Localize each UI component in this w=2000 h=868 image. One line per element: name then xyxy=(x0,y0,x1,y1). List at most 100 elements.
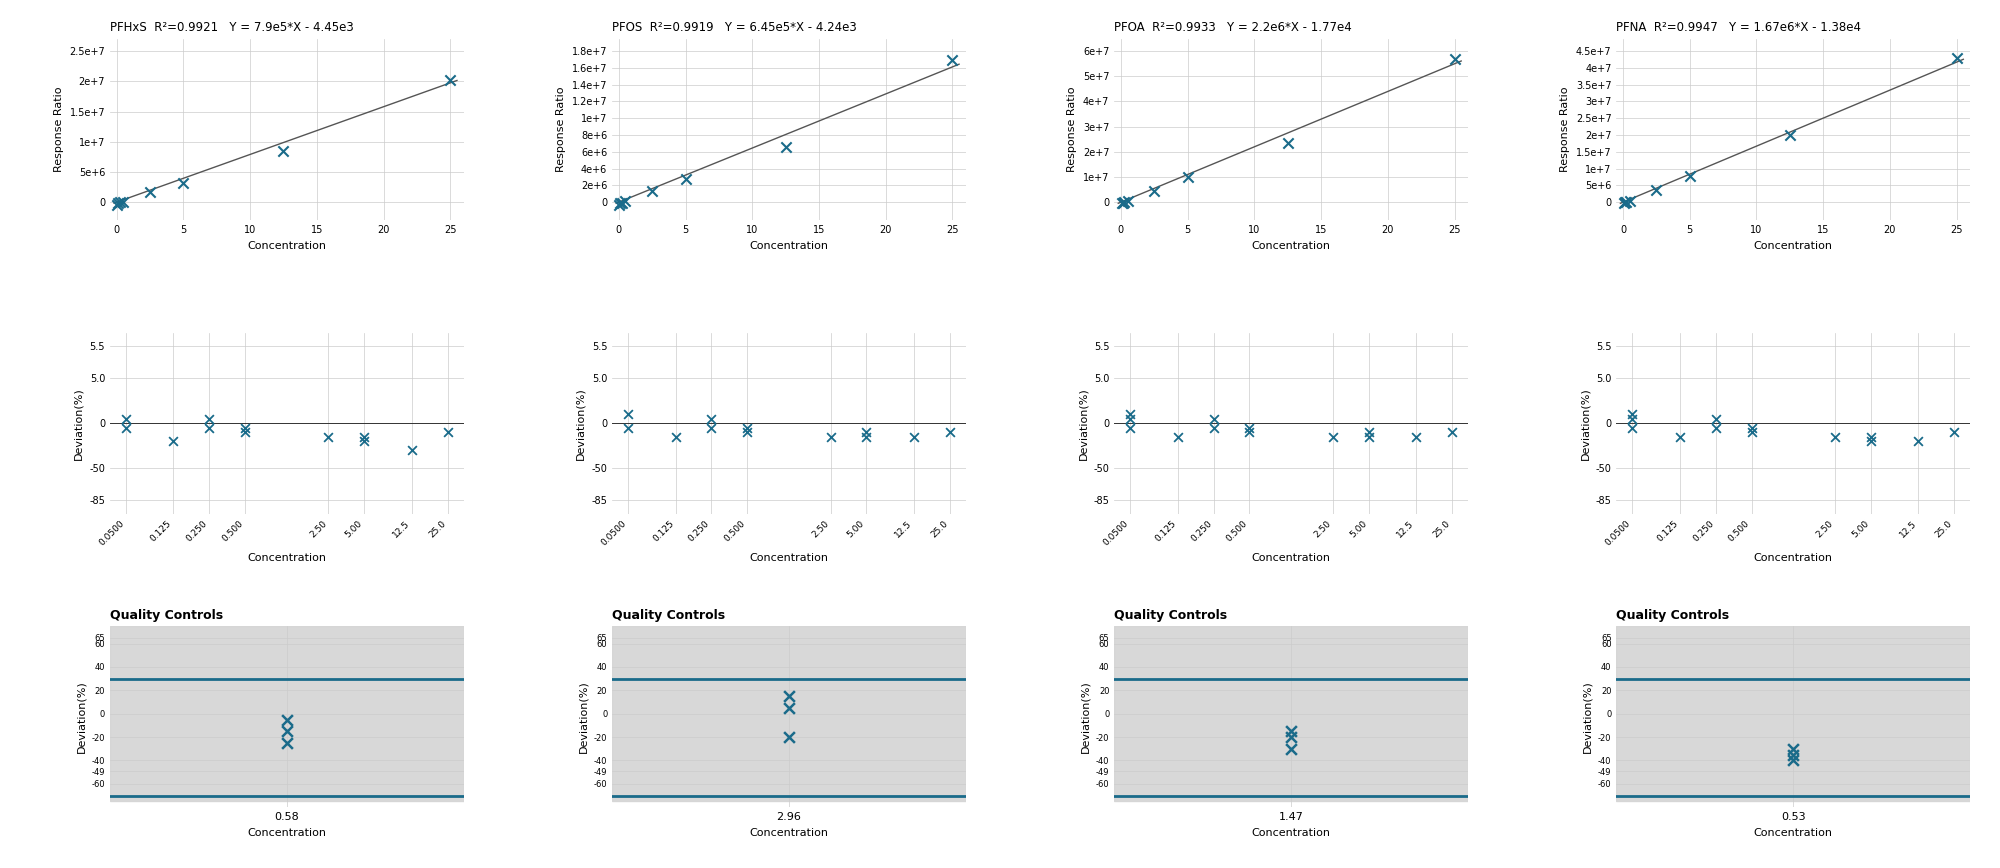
Text: Quality Controls: Quality Controls xyxy=(1616,609,1730,622)
Point xyxy=(1608,195,1640,209)
Text: Quality Controls: Quality Controls xyxy=(1114,609,1228,622)
Point xyxy=(1664,430,1696,444)
Point xyxy=(1854,434,1886,448)
Text: PFNA  R²=0.9947   Y = 1.67e6*X - 1.38e4: PFNA R²=0.9947 Y = 1.67e6*X - 1.38e4 xyxy=(1616,21,1862,34)
Point xyxy=(1854,430,1886,444)
Point xyxy=(270,713,302,727)
Text: PFOS  R²=0.9919   Y = 6.45e5*X - 4.24e3: PFOS R²=0.9919 Y = 6.45e5*X - 4.24e3 xyxy=(612,21,856,34)
Point xyxy=(1614,194,1646,208)
Point xyxy=(104,195,136,209)
Point xyxy=(1700,421,1732,435)
Y-axis label: Response Ratio: Response Ratio xyxy=(1068,87,1078,173)
Point xyxy=(696,411,728,425)
Point xyxy=(610,194,642,208)
Point xyxy=(158,434,190,448)
X-axis label: Concentration: Concentration xyxy=(1754,553,1832,562)
Point xyxy=(168,176,200,190)
Point xyxy=(1902,434,1934,448)
Point xyxy=(1352,425,1384,439)
Point xyxy=(102,198,134,212)
Point xyxy=(1674,169,1706,183)
Point xyxy=(1400,430,1432,444)
Text: Quality Controls: Quality Controls xyxy=(110,609,224,622)
Point xyxy=(434,73,466,87)
Point xyxy=(270,736,302,750)
Point xyxy=(110,421,142,435)
Point xyxy=(772,730,804,744)
Y-axis label: Deviation(%): Deviation(%) xyxy=(576,387,586,459)
Point xyxy=(1106,195,1138,209)
Point xyxy=(604,198,636,212)
Y-axis label: Response Ratio: Response Ratio xyxy=(54,87,64,173)
Point xyxy=(1778,742,1810,756)
Point xyxy=(850,430,882,444)
Point xyxy=(312,430,344,444)
Point xyxy=(660,430,692,444)
Point xyxy=(1198,411,1230,425)
Y-axis label: Deviation(%): Deviation(%) xyxy=(1080,681,1090,753)
Point xyxy=(1276,724,1308,738)
Point xyxy=(1616,411,1648,425)
X-axis label: Concentration: Concentration xyxy=(1252,240,1330,251)
Y-axis label: Deviation(%): Deviation(%) xyxy=(1078,387,1088,459)
Point xyxy=(1108,195,1140,209)
Point xyxy=(1316,430,1348,444)
Point xyxy=(1114,407,1146,421)
Point xyxy=(102,196,134,210)
Point xyxy=(1778,747,1810,761)
Y-axis label: Deviation(%): Deviation(%) xyxy=(578,681,588,753)
Point xyxy=(1198,421,1230,435)
X-axis label: Concentration: Concentration xyxy=(1754,240,1832,251)
Point xyxy=(1114,411,1146,425)
Point xyxy=(1616,407,1648,421)
Point xyxy=(1938,425,1970,439)
Bar xyxy=(1114,626,1468,801)
Point xyxy=(1774,128,1806,142)
Point xyxy=(1616,421,1648,435)
Bar xyxy=(612,626,966,801)
Point xyxy=(1106,196,1138,210)
Point xyxy=(348,434,380,448)
Point xyxy=(670,173,702,187)
Point xyxy=(732,425,764,439)
Point xyxy=(696,421,728,435)
Point xyxy=(1818,430,1850,444)
X-axis label: Concentration: Concentration xyxy=(248,553,326,562)
Point xyxy=(1234,425,1266,439)
Point xyxy=(1114,421,1146,435)
Point xyxy=(268,144,300,158)
Y-axis label: Response Ratio: Response Ratio xyxy=(556,87,566,173)
Point xyxy=(1352,430,1384,444)
Point xyxy=(612,407,644,421)
Point xyxy=(934,425,966,439)
Point xyxy=(270,724,302,738)
Point xyxy=(1276,742,1308,756)
X-axis label: Concentration: Concentration xyxy=(1252,553,1330,562)
Point xyxy=(814,430,846,444)
Point xyxy=(1778,753,1810,767)
Point xyxy=(1162,430,1194,444)
X-axis label: Concentration: Concentration xyxy=(248,828,326,838)
Point xyxy=(636,184,668,198)
Text: Quality Controls: Quality Controls xyxy=(612,609,726,622)
Point xyxy=(1940,51,1972,65)
Point xyxy=(396,444,428,457)
Point xyxy=(1234,421,1266,435)
X-axis label: Concentration: Concentration xyxy=(750,553,828,562)
Text: PFHxS  R²=0.9921   Y = 7.9e5*X - 4.45e3: PFHxS R²=0.9921 Y = 7.9e5*X - 4.45e3 xyxy=(110,21,354,34)
Point xyxy=(850,425,882,439)
Point xyxy=(732,421,764,435)
Y-axis label: Deviation(%): Deviation(%) xyxy=(1582,681,1592,753)
Point xyxy=(230,421,262,435)
Point xyxy=(898,430,930,444)
Point xyxy=(1138,184,1170,198)
X-axis label: Concentration: Concentration xyxy=(1754,828,1832,838)
Y-axis label: Deviation(%): Deviation(%) xyxy=(1580,387,1590,459)
Point xyxy=(194,421,226,435)
Point xyxy=(1608,196,1640,210)
Y-axis label: Deviation(%): Deviation(%) xyxy=(74,387,84,459)
Text: PFOA  R²=0.9933   Y = 2.2e6*X - 1.77e4: PFOA R²=0.9933 Y = 2.2e6*X - 1.77e4 xyxy=(1114,21,1352,34)
Point xyxy=(1272,136,1304,150)
X-axis label: Concentration: Concentration xyxy=(248,240,326,251)
Point xyxy=(1700,411,1732,425)
